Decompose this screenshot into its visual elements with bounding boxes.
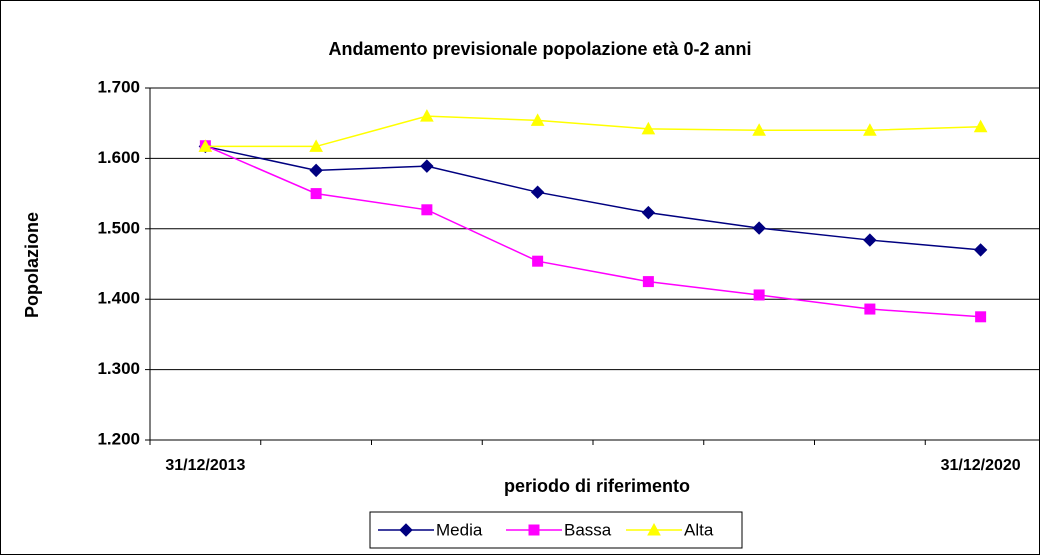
x-tick-label: 31/12/2020 [941, 457, 1021, 474]
marker [647, 522, 661, 536]
y-tick-label: 1.300 [97, 359, 140, 378]
marker [642, 276, 654, 288]
marker [864, 303, 876, 315]
marker [420, 159, 434, 173]
series-line [205, 145, 981, 318]
marker [309, 139, 323, 152]
y-tick-label: 1.200 [97, 429, 140, 448]
series-line [205, 145, 981, 251]
marker [863, 123, 877, 136]
marker [975, 311, 987, 323]
marker [530, 113, 545, 126]
y-tick-label: 1.500 [97, 218, 140, 237]
legend-label: Alta [684, 520, 714, 539]
x-tick-label: 31/12/2013 [165, 457, 245, 474]
marker [753, 289, 765, 301]
legend-label: Media [436, 520, 483, 539]
marker [641, 205, 656, 220]
marker [532, 255, 544, 267]
marker [863, 233, 877, 247]
legend-label: Bassa [564, 520, 612, 539]
marker [528, 524, 540, 536]
marker [973, 243, 988, 257]
marker [973, 119, 988, 133]
marker [310, 188, 322, 200]
marker [641, 121, 656, 135]
y-tick-label: 1.700 [97, 77, 140, 96]
y-tick-label: 1.600 [97, 148, 140, 167]
y-axis-label: Popolazione [22, 212, 42, 318]
chart-title: Andamento previsionale popolazione età 0… [328, 39, 751, 59]
marker [420, 109, 434, 122]
y-tick-label: 1.400 [97, 289, 140, 308]
marker [752, 221, 766, 235]
marker [399, 523, 413, 537]
marker [421, 204, 433, 216]
marker [530, 185, 545, 199]
marker [198, 139, 213, 152]
x-axis-label: periodo di riferimento [504, 476, 690, 496]
marker [752, 123, 766, 136]
series-line [205, 115, 981, 148]
marker [309, 163, 323, 178]
